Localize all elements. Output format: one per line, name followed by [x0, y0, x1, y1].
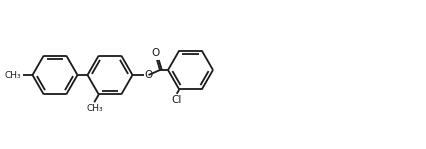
Text: O: O [152, 48, 160, 58]
Text: O: O [144, 70, 153, 80]
Text: Cl: Cl [172, 95, 182, 105]
Text: CH₃: CH₃ [86, 104, 103, 113]
Text: CH₃: CH₃ [5, 70, 21, 80]
